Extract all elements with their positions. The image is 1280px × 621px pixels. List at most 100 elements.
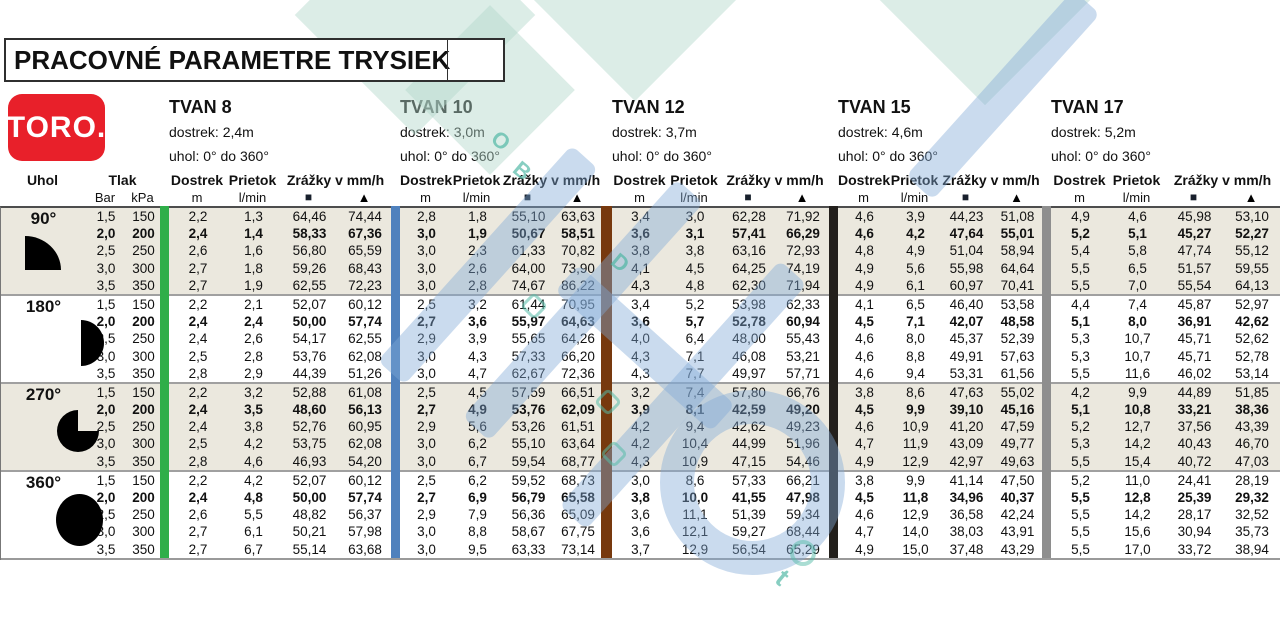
value-cell: 2,4 xyxy=(188,490,208,505)
value-cell: 3,0 xyxy=(685,209,705,224)
triangle-symbol-icon: ▲ xyxy=(357,190,371,205)
table-bottom-border xyxy=(1,557,1280,560)
value-cell: 2,2 xyxy=(188,472,208,488)
value-cell: 3,0 xyxy=(417,243,436,259)
value-cell: 4,9 xyxy=(906,243,925,259)
value-cell: 3,0 xyxy=(417,453,436,469)
value-cell: 3,9 xyxy=(631,402,650,418)
value-cell: 47,98 xyxy=(786,490,820,505)
pressure-bar-cell: 1,5 xyxy=(96,384,116,400)
value-cell: 57,74 xyxy=(348,490,382,505)
value-cell: 11,0 xyxy=(1124,472,1151,488)
value-cell: 72,93 xyxy=(786,243,820,259)
triangle-symbol-icon: ▲ xyxy=(795,190,809,205)
nozzle-uhol: uhol: 0° do 360° xyxy=(838,148,938,164)
value-cell: 8,8 xyxy=(906,348,925,364)
pressure-kpa-cell: 300 xyxy=(132,436,155,452)
value-cell: 15,0 xyxy=(902,541,929,557)
pressure-bar-cell: 2,0 xyxy=(96,314,116,330)
square-symbol-icon: ■ xyxy=(523,190,532,204)
value-cell: 2,6 xyxy=(244,331,263,347)
value-cell: 52,62 xyxy=(1235,331,1269,347)
value-cell: 4,9 xyxy=(855,277,874,293)
separator-bar-gray xyxy=(1042,206,1051,558)
value-cell: 40,72 xyxy=(1177,453,1212,469)
value-cell: 50,21 xyxy=(292,524,327,540)
meters-unit-label: m xyxy=(858,190,869,205)
value-cell: 48,60 xyxy=(292,402,327,418)
value-cell: 57,80 xyxy=(732,384,766,400)
value-cell: 49,77 xyxy=(1000,436,1035,452)
value-cell: 2,5 xyxy=(417,296,436,312)
triangle-symbol-icon: ▲ xyxy=(570,190,584,205)
value-cell: 41,20 xyxy=(949,419,984,435)
value-cell: 2,7 xyxy=(188,541,208,557)
value-cell: 42,59 xyxy=(732,402,766,418)
value-cell: 57,63 xyxy=(1000,348,1035,364)
value-cell: 4,0 xyxy=(631,331,650,347)
value-cell: 4,3 xyxy=(631,348,650,364)
value-cell: 3,6 xyxy=(468,314,487,330)
value-cell: 3,0 xyxy=(417,436,436,452)
value-cell: 54,20 xyxy=(348,453,382,469)
value-cell: 53,10 xyxy=(1235,209,1269,224)
value-cell: 44,23 xyxy=(949,209,984,224)
value-cell: 7,9 xyxy=(468,507,487,523)
separator-bar-blue xyxy=(391,206,400,558)
value-cell: 1,6 xyxy=(244,243,263,259)
value-cell: 51,26 xyxy=(348,365,382,381)
angle-cell-270°: 270° xyxy=(1,384,99,470)
value-cell: 9,9 xyxy=(906,472,925,488)
meters-unit-label: m xyxy=(634,190,645,205)
value-cell: 62,08 xyxy=(348,348,382,364)
value-cell: 4,5 xyxy=(855,490,874,505)
value-cell: 3,8 xyxy=(244,419,263,435)
value-cell: 3,6 xyxy=(631,226,650,242)
value-cell: 62,33 xyxy=(786,296,820,312)
value-cell: 62,08 xyxy=(348,436,382,452)
pressure-kpa-cell: 250 xyxy=(132,419,155,435)
value-cell: 73,90 xyxy=(561,260,595,276)
zrazky-header: Zrážky v mm/h xyxy=(286,172,385,188)
nozzle-uhol: uhol: 0° do 360° xyxy=(400,148,500,164)
value-cell: 7,1 xyxy=(906,314,925,330)
value-cell: 53,26 xyxy=(511,419,546,435)
value-cell: 33,72 xyxy=(1177,541,1212,557)
section-90°: 90° 1,5 150 2,2 1,3 64,46 74,44 2,8 1,8 55,10 63,6… xyxy=(1,208,1280,294)
value-cell: 2,7 xyxy=(188,260,208,276)
value-cell: 86,22 xyxy=(561,277,595,293)
value-cell: 11,1 xyxy=(682,507,708,523)
value-cell: 2,4 xyxy=(188,419,208,435)
value-cell: 32,52 xyxy=(1235,507,1269,523)
pressure-kpa-cell: 150 xyxy=(132,384,155,400)
value-cell: 10,4 xyxy=(681,436,709,452)
angle-cell-90°: 90° xyxy=(1,208,86,294)
value-cell: 9,9 xyxy=(906,402,925,418)
value-cell: 42,24 xyxy=(1000,507,1035,523)
value-cell: 3,9 xyxy=(468,331,487,347)
bar-unit-label: Bar xyxy=(94,190,116,205)
pressure-bar-cell: 2,0 xyxy=(96,402,116,418)
value-cell: 9,9 xyxy=(1128,384,1147,400)
value-cell: 10,7 xyxy=(1124,348,1151,364)
value-cell: 4,2 xyxy=(631,436,650,452)
dostrek-header: Dostrek xyxy=(613,172,666,188)
prietok-header: Prietok xyxy=(452,172,501,188)
nozzle-name: TVAN 8 xyxy=(169,97,232,117)
value-cell: 4,5 xyxy=(855,314,874,330)
value-cell: 5,6 xyxy=(468,419,487,435)
value-cell: 11,6 xyxy=(1124,365,1151,381)
value-cell: 3,0 xyxy=(417,365,436,381)
value-cell: 5,1 xyxy=(1128,226,1147,242)
value-cell: 51,39 xyxy=(732,507,766,523)
value-cell: 62,09 xyxy=(561,402,595,418)
value-cell: 4,3 xyxy=(468,348,487,364)
value-cell: 5,2 xyxy=(1071,472,1090,488)
value-cell: 2,8 xyxy=(188,453,208,469)
value-cell: 4,2 xyxy=(244,436,263,452)
toro-logo: TORO. xyxy=(7,94,105,161)
value-cell: 6,5 xyxy=(1128,260,1147,276)
nozzle-dostrek: dostrek: 4,6m xyxy=(838,124,923,140)
value-cell: 51,57 xyxy=(1177,260,1212,276)
